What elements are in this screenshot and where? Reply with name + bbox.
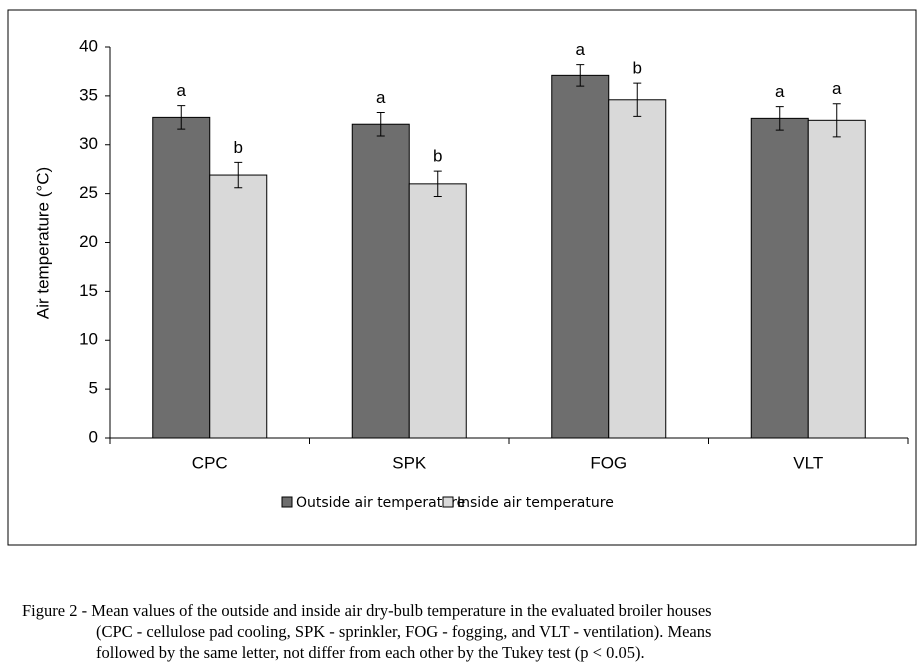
significance-letter: a	[177, 81, 187, 100]
y-axis-title: Air temperature (°C)	[33, 167, 52, 319]
legend-swatch	[281, 496, 293, 508]
significance-letter: b	[234, 138, 243, 157]
y-tick-label: 0	[89, 427, 98, 446]
bar	[750, 117, 809, 439]
error-bar	[576, 64, 585, 87]
significance-letter: a	[576, 40, 586, 59]
bar	[551, 74, 610, 439]
caption-line: Mean values of the outside and inside ai…	[91, 601, 712, 620]
significance-letter: b	[633, 59, 642, 78]
bar	[408, 183, 467, 439]
legend-text: Outside air temperature	[296, 495, 465, 511]
legend-text: Inside air temperature	[457, 495, 614, 511]
error-bar	[376, 111, 385, 137]
chart-frame	[7, 9, 917, 546]
bar	[608, 99, 667, 439]
significance-letter: b	[433, 147, 442, 166]
y-tick-label: 15	[79, 281, 98, 300]
bar	[209, 174, 268, 439]
y-tick-label: 35	[79, 85, 98, 104]
y-tick-label: 25	[79, 183, 98, 202]
error-bar	[177, 105, 186, 130]
error-bar	[633, 82, 642, 117]
y-tick-label: 5	[89, 379, 98, 398]
caption-label: Figure 2 -	[22, 601, 88, 620]
significance-letter: a	[775, 82, 785, 101]
caption-line: (CPC - cellulose pad cooling, SPK - spri…	[96, 622, 712, 641]
bar	[152, 116, 211, 439]
y-tick-label: 20	[79, 232, 98, 251]
caption-line: followed by the same letter, not differ …	[96, 643, 645, 662]
x-tick-label: SPK	[392, 453, 427, 472]
significance-letter: a	[832, 79, 842, 98]
error-bar	[832, 103, 841, 138]
error-bar	[775, 106, 784, 131]
y-tick-label: 40	[79, 36, 98, 55]
bar	[807, 119, 866, 439]
legend-swatch	[442, 496, 454, 508]
y-tick-label: 30	[79, 134, 98, 153]
y-tick-label: 10	[79, 330, 98, 349]
bar	[351, 123, 410, 439]
error-bar	[433, 170, 442, 198]
x-tick-label: CPC	[192, 453, 228, 472]
caption: Figure 2 - Mean values of the outside an…	[22, 600, 712, 663]
x-tick-label: VLT	[793, 453, 823, 472]
error-bar	[234, 161, 243, 189]
significance-letter: a	[376, 88, 386, 107]
x-tick-label: FOG	[590, 453, 627, 472]
